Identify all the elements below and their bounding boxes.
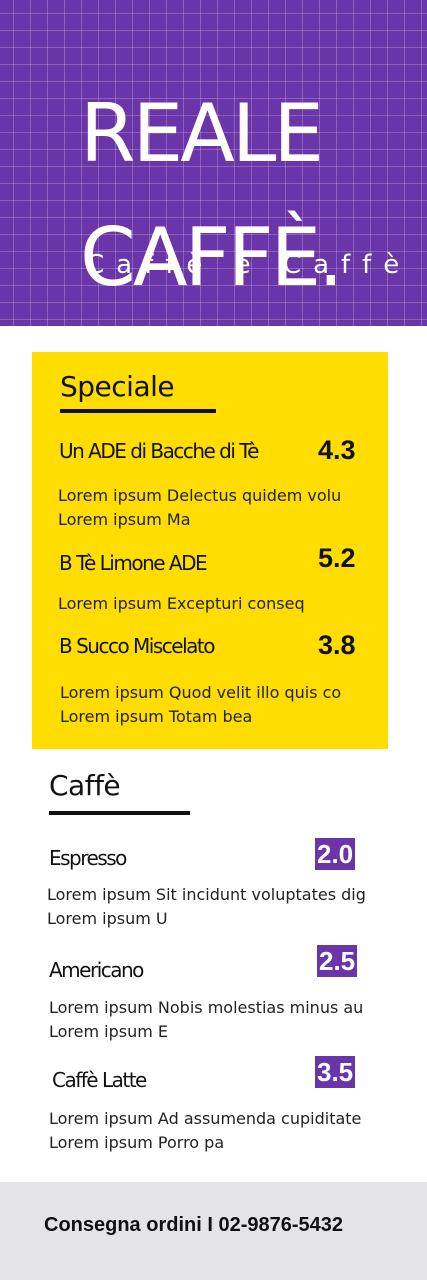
hero-banner: REALE CAFFÈ. Caffè e Caffè <box>0 0 427 326</box>
item-name: B Succo Miscelato <box>59 634 215 658</box>
speciale-title: Speciale <box>60 370 175 403</box>
speciale-section <box>32 352 388 749</box>
item-name: B Tè Limone ADE <box>59 551 208 575</box>
caffe-title: Caffè <box>49 769 121 802</box>
item-description: Lorem ipsum Excepturi conseq <box>58 594 305 613</box>
item-name: Un ADE di Bacche di Tè <box>59 439 259 463</box>
item-name: Espresso <box>49 846 127 870</box>
item-price-badge: 2.5 <box>317 945 358 977</box>
brand-title: REALE CAFFÈ. <box>80 87 344 304</box>
item-price-badge: 2.0 <box>315 838 356 870</box>
item-name: Americano <box>49 958 144 982</box>
item-description: Lorem ipsum Nobis molestias minus au Lor… <box>49 998 364 1041</box>
item-description: Lorem ipsum Quod velit illo quis co Lore… <box>60 683 342 726</box>
item-name: Caffè Latte <box>52 1068 147 1092</box>
brand-subtitle: Caffè e Caffè <box>86 250 412 280</box>
item-price: 3.8 <box>318 630 356 660</box>
item-price: 4.3 <box>318 435 356 465</box>
footer-bar <box>0 1182 427 1280</box>
caffe-title-underline <box>49 811 190 815</box>
item-description: Lorem ipsum Delectus quidem volu Lorem i… <box>58 486 342 529</box>
delivery-phone: Consegna ordini I 02-9876-5432 <box>44 1214 344 1236</box>
item-price: 5.2 <box>318 543 356 573</box>
speciale-title-underline <box>60 409 216 413</box>
item-description: Lorem ipsum Ad assumenda cupiditate Lore… <box>49 1109 362 1152</box>
item-price-badge: 3.5 <box>315 1056 356 1088</box>
item-description: Lorem ipsum Sit incidunt voluptates dig … <box>47 885 366 928</box>
